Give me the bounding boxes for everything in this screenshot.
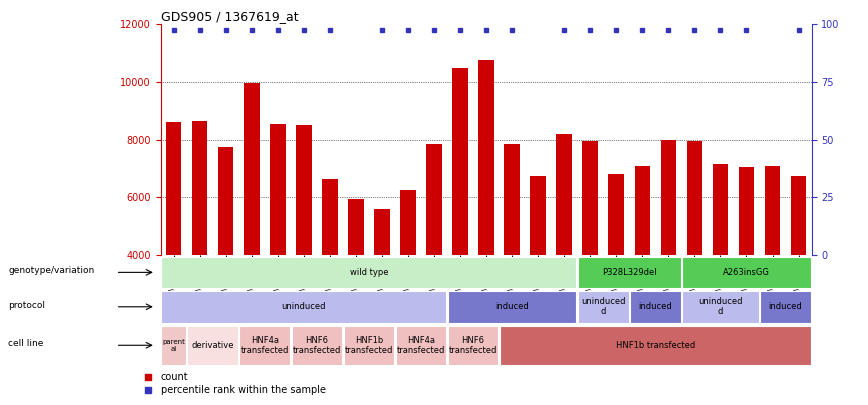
Text: HNF1b transfected: HNF1b transfected [615, 341, 695, 350]
Bar [608, 174, 624, 371]
Bar [161, 256, 576, 288]
Bar [348, 199, 364, 371]
Bar [682, 256, 811, 288]
Text: percentile rank within the sample: percentile rank within the sample [161, 385, 326, 395]
Bar [344, 326, 394, 365]
Bar [582, 141, 598, 371]
Text: P328L329del: P328L329del [602, 268, 656, 277]
Bar [374, 209, 390, 371]
Bar [765, 166, 780, 371]
Text: induced: induced [769, 302, 802, 311]
Text: uninduced
d: uninduced d [581, 297, 626, 316]
Bar [478, 60, 494, 371]
Bar [161, 291, 446, 323]
Bar [687, 141, 702, 371]
Text: count: count [161, 372, 188, 382]
Bar [426, 144, 442, 371]
Text: genotype/variation: genotype/variation [8, 266, 95, 275]
Bar [192, 121, 207, 371]
Bar [400, 190, 416, 371]
Text: HNF1b
transfected: HNF1b transfected [345, 336, 393, 355]
Text: uninduced: uninduced [281, 302, 326, 311]
Text: parent
al: parent al [162, 339, 185, 352]
Bar [791, 176, 806, 371]
Bar [635, 166, 650, 371]
Bar [292, 326, 342, 365]
Text: GDS905 / 1367619_at: GDS905 / 1367619_at [161, 10, 299, 23]
Text: uninduced
d: uninduced d [698, 297, 743, 316]
Bar [661, 140, 676, 371]
Bar [187, 326, 238, 365]
Bar [452, 68, 468, 371]
Bar [448, 291, 576, 323]
Text: HNF4a
transfected: HNF4a transfected [240, 336, 289, 355]
Text: A263insGG: A263insGG [723, 268, 770, 277]
Bar [396, 326, 446, 365]
Bar [630, 291, 681, 323]
Bar [240, 326, 290, 365]
Text: induced: induced [639, 302, 672, 311]
Bar [578, 291, 628, 323]
Text: protocol: protocol [8, 301, 45, 309]
Bar [556, 134, 572, 371]
Bar [218, 147, 233, 371]
Bar [244, 83, 260, 371]
Text: induced: induced [496, 302, 529, 311]
Bar [500, 326, 811, 365]
Bar [166, 122, 181, 371]
Bar [682, 291, 759, 323]
Text: cell line: cell line [8, 339, 43, 347]
Bar [296, 125, 312, 371]
Bar [504, 144, 520, 371]
Bar [530, 176, 546, 371]
Text: HNF6
transfected: HNF6 transfected [293, 336, 341, 355]
Text: HNF6
transfected: HNF6 transfected [449, 336, 497, 355]
Text: HNF4a
transfected: HNF4a transfected [397, 336, 445, 355]
Bar [161, 326, 186, 365]
Bar [739, 167, 754, 371]
Bar [578, 256, 681, 288]
Text: derivative: derivative [192, 341, 233, 350]
Bar [713, 164, 728, 371]
Bar [322, 179, 338, 371]
Bar [270, 124, 286, 371]
Text: wild type: wild type [350, 268, 388, 277]
Bar [760, 291, 811, 323]
Bar [448, 326, 498, 365]
